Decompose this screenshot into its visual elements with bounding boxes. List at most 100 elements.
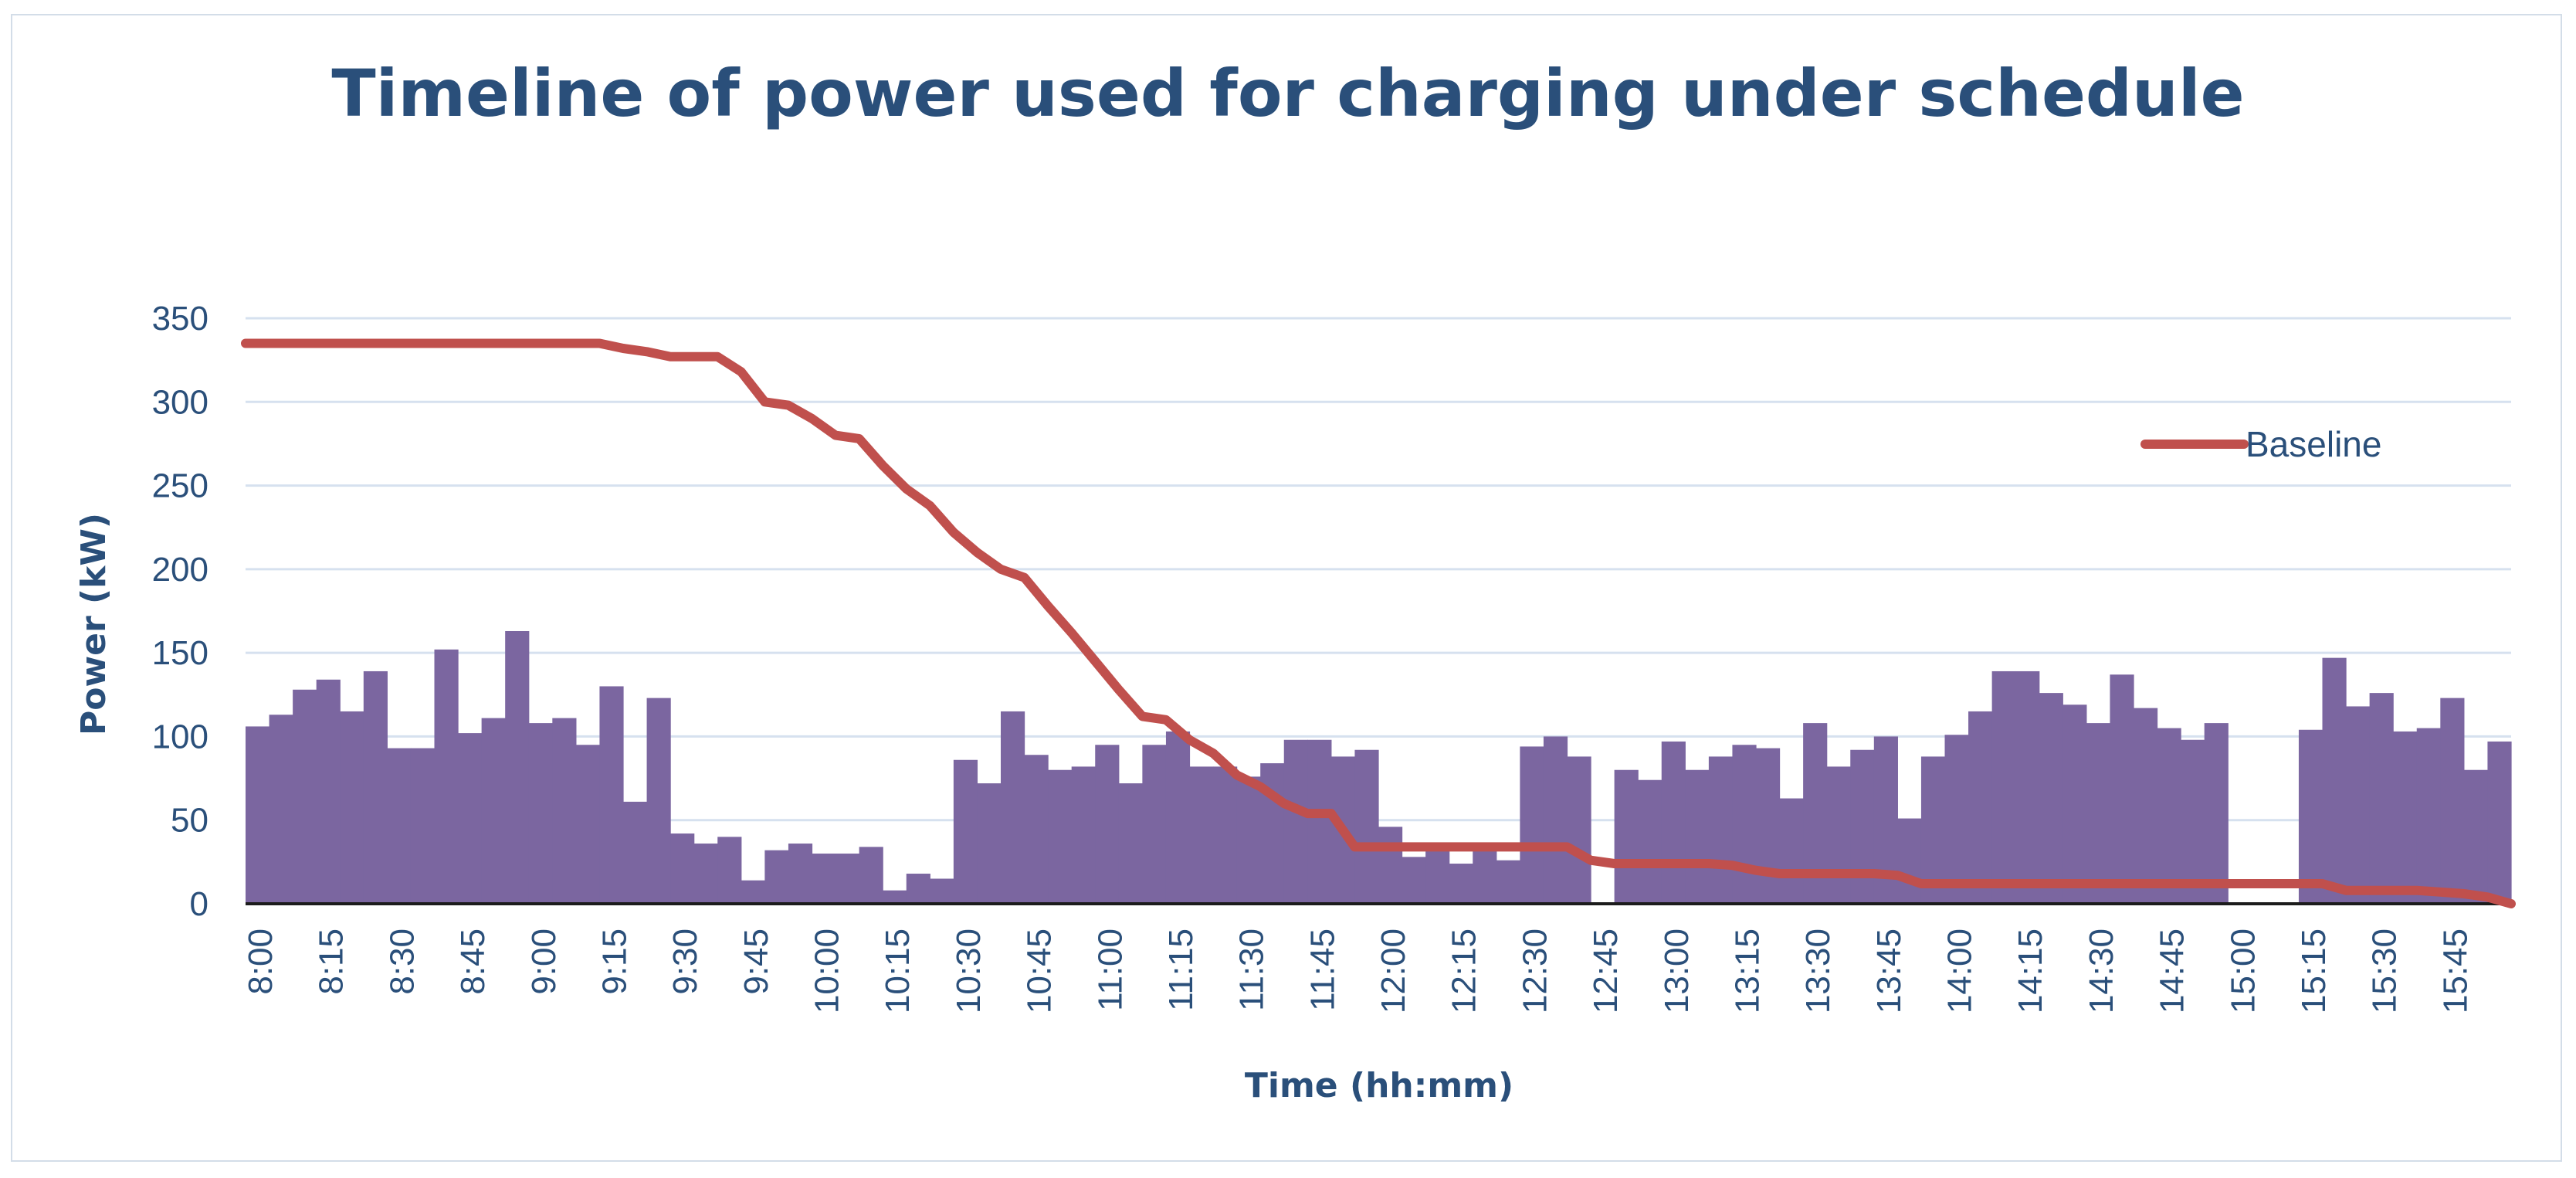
- bar: [363, 670, 388, 904]
- bar: [2298, 729, 2323, 904]
- x-tick-label: 14:30: [2083, 928, 2120, 1013]
- bar: [623, 801, 648, 904]
- bar: [1473, 850, 1497, 904]
- x-tick-label: 9:30: [666, 928, 704, 995]
- y-tick-label: 300: [152, 383, 208, 421]
- bar: [1165, 731, 1191, 904]
- x-tick-label: 10:00: [808, 928, 846, 1013]
- x-tick-label: 12:00: [1374, 928, 1412, 1013]
- bar: [2110, 674, 2134, 904]
- chart-frame: Timeline of power used for charging unde…: [11, 14, 2562, 1162]
- bar: [1638, 779, 1663, 904]
- x-tick-label: 14:15: [2012, 928, 2049, 1013]
- bar: [2204, 723, 2229, 904]
- bar: [1897, 818, 1922, 904]
- x-tick-label: 11:45: [1303, 928, 1341, 1011]
- bar: [2015, 670, 2040, 904]
- bar: [2039, 693, 2063, 904]
- bar: [764, 850, 789, 904]
- bar: [2157, 728, 2181, 904]
- bar: [1968, 711, 1993, 904]
- x-axis-label: Time (hh:mm): [1245, 1066, 1513, 1105]
- bar: [1095, 745, 1120, 904]
- bar: [316, 679, 341, 904]
- bar: [434, 649, 459, 904]
- bar: [575, 745, 601, 904]
- bar: [977, 783, 1002, 904]
- x-tick-label: 13:00: [1658, 928, 1696, 1013]
- bar: [1213, 766, 1238, 904]
- bar: [1425, 850, 1450, 904]
- y-tick-label: 250: [152, 467, 208, 505]
- x-tick-label: 11:30: [1233, 928, 1271, 1011]
- bar: [1732, 745, 1757, 904]
- bar: [2369, 693, 2394, 904]
- bar: [2393, 731, 2418, 904]
- bar: [1944, 735, 1969, 904]
- y-axis-ticks: 0 50 100 150 200 250 300 350: [152, 300, 208, 923]
- y-tick-label: 200: [152, 551, 208, 589]
- x-tick-label: 8:45: [454, 928, 492, 995]
- bar: [481, 718, 506, 904]
- bar: [883, 890, 907, 904]
- bar: [1283, 739, 1308, 904]
- x-tick-label: 15:15: [2295, 928, 2333, 1013]
- bar: [2134, 708, 2158, 904]
- y-tick-label: 100: [152, 718, 208, 755]
- bar: [812, 854, 836, 904]
- x-tick-label: 15:30: [2366, 928, 2404, 1013]
- bar: [646, 698, 671, 904]
- bar: [528, 723, 553, 904]
- bar: [1402, 857, 1426, 904]
- line-series: [241, 338, 2516, 908]
- x-axis-ticks: 8:00 8:15 8:30 8:45 9:00 9:15 9:30 9:45 10:00 10:…: [242, 928, 2474, 1013]
- bar: [1567, 756, 1591, 904]
- y-tick-label: 350: [152, 300, 208, 338]
- x-tick-label: 15:00: [2224, 928, 2262, 1013]
- bar: [1378, 827, 1403, 904]
- bar: [1071, 766, 1096, 904]
- bar: [836, 854, 860, 904]
- bar: [1024, 755, 1049, 904]
- x-tick-label: 12:45: [1587, 928, 1625, 1013]
- bar: [1826, 766, 1851, 904]
- bar: [293, 689, 317, 904]
- bar: [1189, 766, 1214, 904]
- bar: [1496, 860, 1520, 904]
- bar: [859, 847, 883, 904]
- bar: [269, 715, 293, 904]
- x-tick-label: 8:15: [313, 928, 351, 995]
- x-tick-label: 12:30: [1516, 928, 1554, 1013]
- bar: [1449, 864, 1473, 904]
- bar: [741, 880, 765, 904]
- bar: [1048, 769, 1073, 904]
- x-tick-label: 10:45: [1021, 928, 1059, 1013]
- bar: [670, 833, 695, 904]
- bar: [1779, 798, 1804, 904]
- bar: [387, 748, 412, 904]
- x-tick-label: 9:45: [737, 928, 775, 995]
- x-tick-label: 11:00: [1091, 928, 1129, 1011]
- bar: [1354, 749, 1379, 904]
- bar: [717, 837, 742, 904]
- bar: [906, 874, 930, 904]
- bar: [1614, 769, 1639, 904]
- bar: [1543, 736, 1568, 904]
- bar-series: [246, 630, 2512, 904]
- bar: [1307, 739, 1332, 904]
- bar: [1118, 783, 1143, 904]
- bar: [410, 748, 436, 904]
- bar: [2346, 706, 2371, 904]
- bar: [930, 878, 954, 904]
- bar: [2181, 739, 2205, 904]
- y-tick-label: 50: [171, 802, 208, 840]
- bar: [505, 630, 530, 904]
- bar: [1708, 756, 1734, 904]
- chart-title: Timeline of power used for charging unde…: [331, 56, 2244, 131]
- x-tick-label: 13:30: [1799, 928, 1837, 1013]
- x-tick-label: 10:15: [879, 928, 917, 1013]
- x-tick-label: 11:15: [1162, 928, 1200, 1011]
- bar: [552, 718, 577, 904]
- bar: [2416, 728, 2441, 904]
- y-tick-label: 0: [190, 885, 208, 923]
